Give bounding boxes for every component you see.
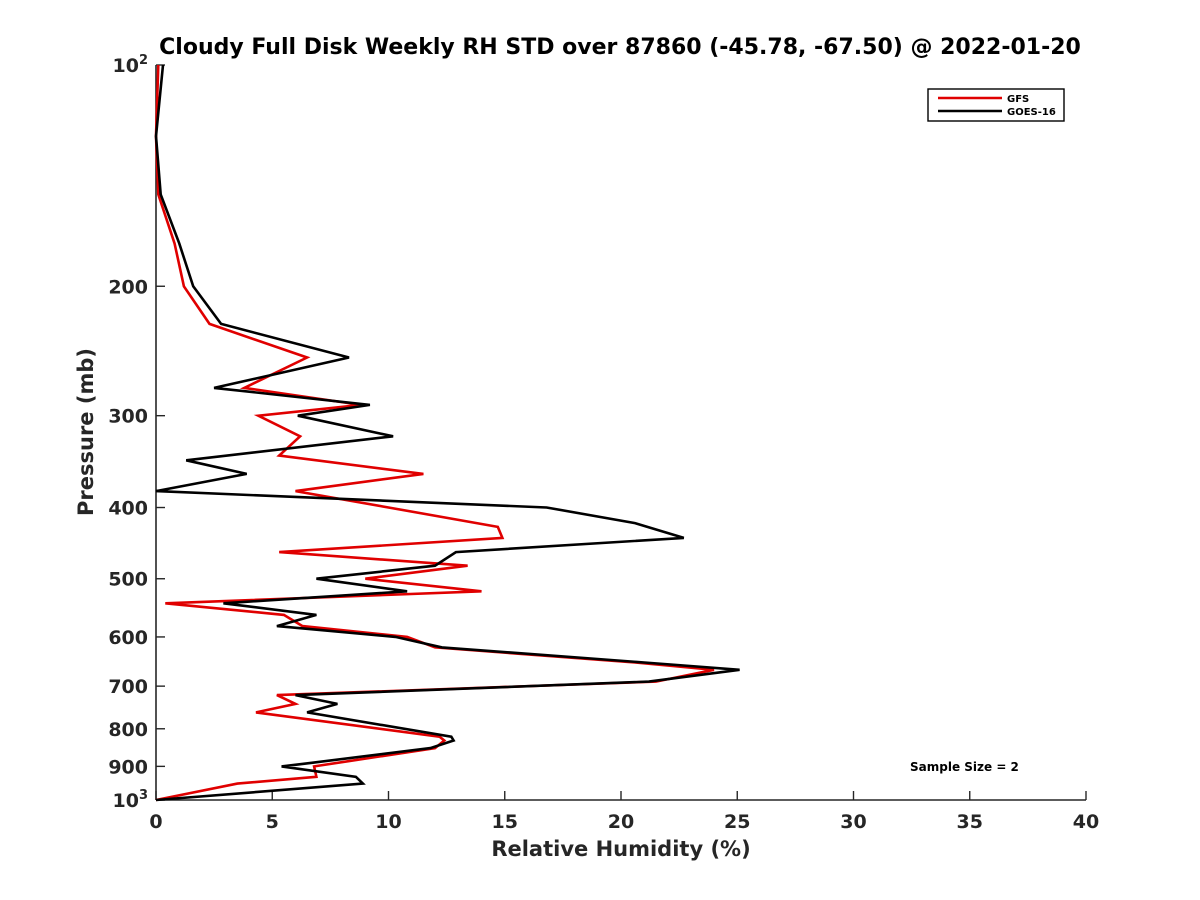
series-group: [154, 64, 740, 802]
y-tick-label: 400: [108, 498, 148, 520]
legend: GFS GOES-16: [927, 88, 1065, 122]
y-tick-label-base: 700: [108, 676, 148, 698]
x-tick-label: 40: [1073, 811, 1099, 833]
y-tick-label-base: 600: [108, 627, 148, 649]
y-tick-label-exponent: 2: [139, 53, 148, 68]
x-ticks: 0 5 10 15 20 25 30 35 40: [149, 791, 1099, 833]
chart-title: Cloudy Full Disk Weekly RH STD over 8786…: [159, 35, 1081, 60]
x-axis-label: Relative Humidity (%): [491, 837, 750, 861]
y-tick-label-base: 500: [108, 569, 148, 591]
y-tick-label: 300: [108, 406, 148, 428]
y-tick-label-base: 300: [108, 406, 148, 428]
x-tick-label: 30: [840, 811, 866, 833]
y-tick-label-exponent: 3: [139, 788, 148, 803]
series-line-goes-16: [154, 64, 740, 802]
y-tick-label: 800: [108, 719, 148, 741]
y-axis-label: Pressure (mb): [74, 348, 98, 516]
x-tick-label: 0: [149, 811, 162, 833]
legend-entry-label: GFS: [1007, 94, 1029, 105]
y-tick-label: 200: [108, 276, 148, 298]
sample-size-annotation: Sample Size = 2: [910, 760, 1019, 774]
y-tick-label-base: 200: [108, 276, 148, 298]
y-tick-label: 600: [108, 627, 148, 649]
y-tick-label: 102: [113, 53, 149, 77]
y-tick-label-base: 900: [108, 756, 148, 778]
y-tick-label: 900: [108, 756, 148, 778]
series-line-gfs: [154, 64, 715, 802]
y-tick-label: 500: [108, 569, 148, 591]
y-tick-label-base: 10: [113, 790, 139, 812]
y-tick-label-base: 800: [108, 719, 148, 741]
legend-entry-label: GOES-16: [1007, 107, 1056, 118]
x-tick-label: 5: [266, 811, 279, 833]
x-tick-label: 25: [724, 811, 750, 833]
x-tick-label: 15: [492, 811, 518, 833]
y-tick-label-base: 10: [113, 55, 139, 77]
x-tick-label: 35: [957, 811, 983, 833]
y-tick-label: 700: [108, 676, 148, 698]
legend-box: [927, 88, 1065, 122]
y-tick-label: 103: [113, 788, 149, 812]
x-tick-label: 10: [375, 811, 401, 833]
y-tick-label-base: 400: [108, 498, 148, 520]
x-tick-label: 20: [608, 811, 634, 833]
